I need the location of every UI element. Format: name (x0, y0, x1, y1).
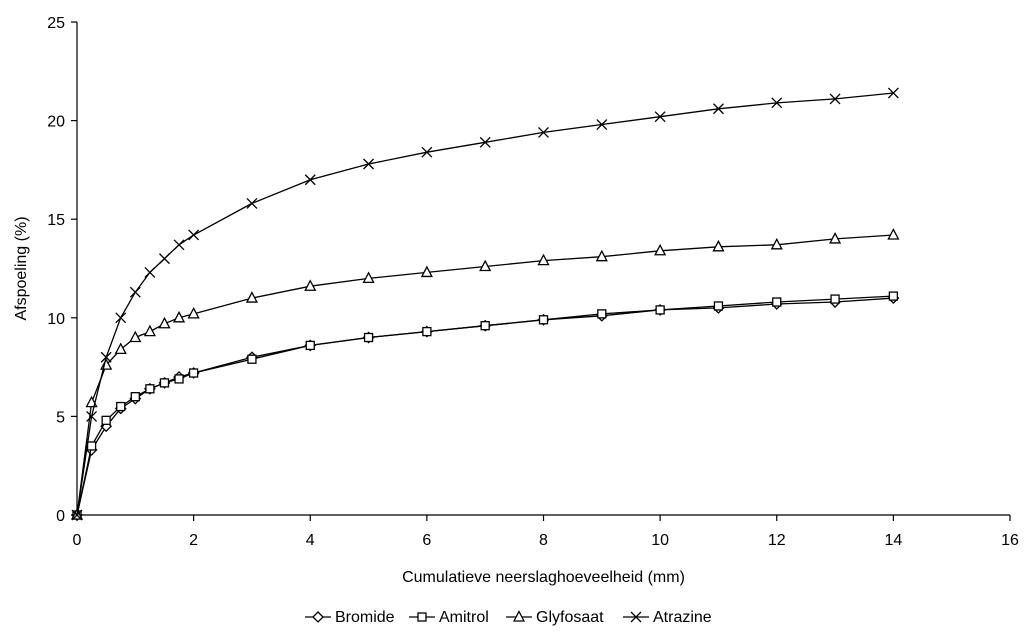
data-point-atrazine (596, 119, 608, 131)
data-point-atrazine (129, 286, 141, 298)
data-point-amitrol (86, 441, 97, 451)
data-point-amitrol (888, 291, 899, 301)
legend-item-bromide: Bromide (305, 609, 395, 626)
x-tick-label: 2 (189, 532, 198, 549)
data-point-amitrol (188, 368, 199, 378)
data-point-amitrol (422, 326, 432, 337)
data-point-amitrol (830, 294, 840, 304)
data-point-atrazine (246, 197, 258, 209)
axes: 0 5 10 15 20 25 0 2 4 6 8 10 12 14 16 (47, 15, 1019, 549)
series-amitrol (72, 291, 899, 520)
data-point-amitrol (116, 401, 126, 412)
data-point-atrazine (304, 174, 316, 186)
data-point-atrazine (479, 136, 491, 148)
legend-item-atrazine: Atrazine (623, 609, 712, 626)
legend-label-bromide: Bromide (335, 609, 395, 626)
data-point-amitrol (655, 305, 665, 315)
y-tick-label: 20 (47, 114, 65, 131)
data-point-glyfosaat (362, 271, 375, 284)
data-point-glyfosaat (595, 249, 608, 262)
data-point-glyfosaat (158, 316, 171, 329)
x-tick-label: 8 (539, 532, 548, 549)
data-point-atrazine (86, 410, 98, 422)
data-point-amitrol (174, 374, 184, 384)
data-point-amitrol (772, 297, 782, 307)
data-point-atrazine (144, 266, 156, 278)
data-point-glyfosaat (420, 265, 433, 278)
data-point-glyfosaat (304, 279, 317, 291)
series-line-glyfosaat (76, 234, 894, 516)
data-point-amitrol (713, 301, 724, 311)
legend-marker (312, 611, 324, 623)
data-point-atrazine (538, 126, 549, 138)
x-tick-label: 14 (884, 532, 902, 549)
x-tick-label: 4 (306, 532, 315, 549)
data-point-atrazine (71, 509, 83, 521)
legend: Bromide Amitrol Glyfosaat Atrazine (305, 609, 712, 626)
data-point-glyfosaat (770, 237, 783, 250)
data-point-atrazine (421, 146, 433, 158)
x-axis-title: Cumulatieve neerslaghoeveelheid (mm) (402, 569, 685, 586)
y-tick-label: 5 (56, 409, 65, 426)
data-point-glyfosaat (537, 253, 550, 266)
data-point-atrazine (188, 229, 200, 241)
y-tick-label: 15 (47, 212, 65, 229)
data-point-amitrol (101, 415, 111, 425)
data-point-atrazine (887, 87, 899, 99)
data-point-glyfosaat (114, 342, 127, 355)
x-tick-label: 0 (73, 532, 82, 549)
series-atrazine (71, 87, 899, 521)
data-point-amitrol (363, 332, 374, 343)
y-tick-label: 25 (47, 15, 65, 32)
x-tick-label: 6 (422, 532, 431, 549)
x-tick-label: 16 (1001, 532, 1019, 549)
y-tick-label: 10 (47, 311, 65, 328)
data-point-amitrol (145, 384, 155, 394)
data-point-amitrol (480, 321, 490, 331)
data-point-atrazine (363, 158, 375, 170)
legend-label-amitrol: Amitrol (439, 609, 489, 626)
legend-label-glyfosaat: Glyfosaat (536, 609, 604, 626)
data-point-amitrol (305, 340, 315, 351)
y-tick-label: 0 (56, 508, 65, 525)
legend-marker (512, 610, 526, 622)
data-point-amitrol (130, 392, 140, 402)
data-point-atrazine (829, 93, 841, 105)
data-point-glyfosaat (712, 239, 725, 252)
data-point-glyfosaat (172, 310, 186, 323)
x-tick-label: 10 (651, 532, 669, 549)
data-point-glyfosaat (828, 232, 842, 244)
data-point-amitrol (159, 378, 170, 388)
series-glyfosaat (70, 228, 900, 520)
data-point-glyfosaat (129, 330, 142, 343)
series-area (70, 87, 900, 521)
data-point-atrazine (115, 312, 127, 324)
data-point-glyfosaat (887, 228, 900, 240)
x-tick-label: 12 (768, 532, 786, 549)
data-point-atrazine (771, 97, 783, 109)
data-point-glyfosaat (245, 291, 259, 303)
data-point-atrazine (654, 111, 666, 123)
legend-label-atrazine: Atrazine (653, 609, 712, 626)
legend-marker (417, 612, 427, 622)
legend-marker (630, 611, 642, 623)
data-point-atrazine (712, 103, 724, 115)
data-point-glyfosaat (479, 259, 492, 272)
data-point-glyfosaat (187, 306, 200, 319)
data-point-amitrol (597, 309, 607, 319)
legend-item-amitrol: Amitrol (409, 609, 489, 626)
legend-item-glyfosaat: Glyfosaat (506, 609, 604, 626)
data-point-amitrol (538, 315, 549, 325)
data-point-atrazine (159, 253, 170, 265)
data-point-atrazine (173, 239, 185, 251)
data-point-glyfosaat (143, 324, 156, 337)
data-point-atrazine (100, 351, 112, 363)
data-point-glyfosaat (654, 243, 667, 256)
y-axis-title: Afspoeling (%) (13, 216, 30, 320)
data-point-amitrol (247, 354, 257, 364)
